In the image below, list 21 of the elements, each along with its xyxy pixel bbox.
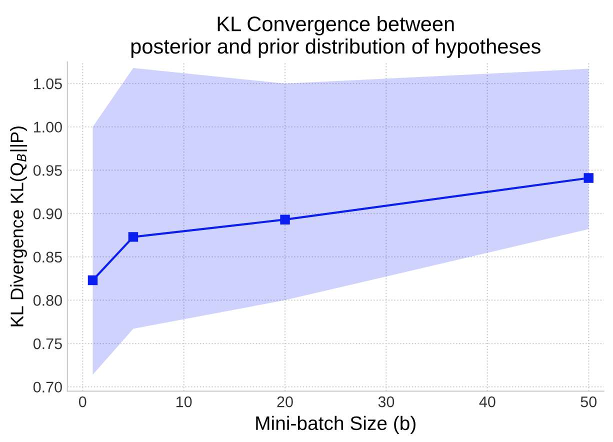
chart-title: KL Convergence between posterior and prior distribution of hypotheses (131, 16, 540, 58)
y-tick-label: 1.05 (34, 78, 62, 90)
x-tick-label: 0 (78, 396, 86, 408)
y-tick-label: 0.80 (33, 295, 62, 306)
point (280, 214, 290, 224)
y-tick-label: 1.00 (34, 122, 62, 133)
y-tick-label: 0.95 (33, 165, 62, 176)
point (128, 232, 138, 242)
x-tick-label: 50 (580, 396, 597, 408)
y-tick-label: 0.85 (33, 252, 62, 263)
y-axis-title: KL Divergence KL(Q$_{B}$||P) (10, 126, 28, 326)
y-tick-label: 0.70 (33, 382, 62, 393)
point (88, 275, 98, 286)
x-tick-label: 10 (176, 396, 192, 408)
y-tick-label: 0.75 (33, 338, 62, 350)
x-tick-label: 20 (277, 396, 293, 408)
x-tick-label: 30 (378, 396, 394, 408)
x-axis-title: Mini-batch Size (b) (256, 416, 416, 434)
y-tick-label: 0.90 (33, 208, 62, 220)
x-tick-label: 40 (479, 396, 496, 408)
point (584, 173, 594, 183)
